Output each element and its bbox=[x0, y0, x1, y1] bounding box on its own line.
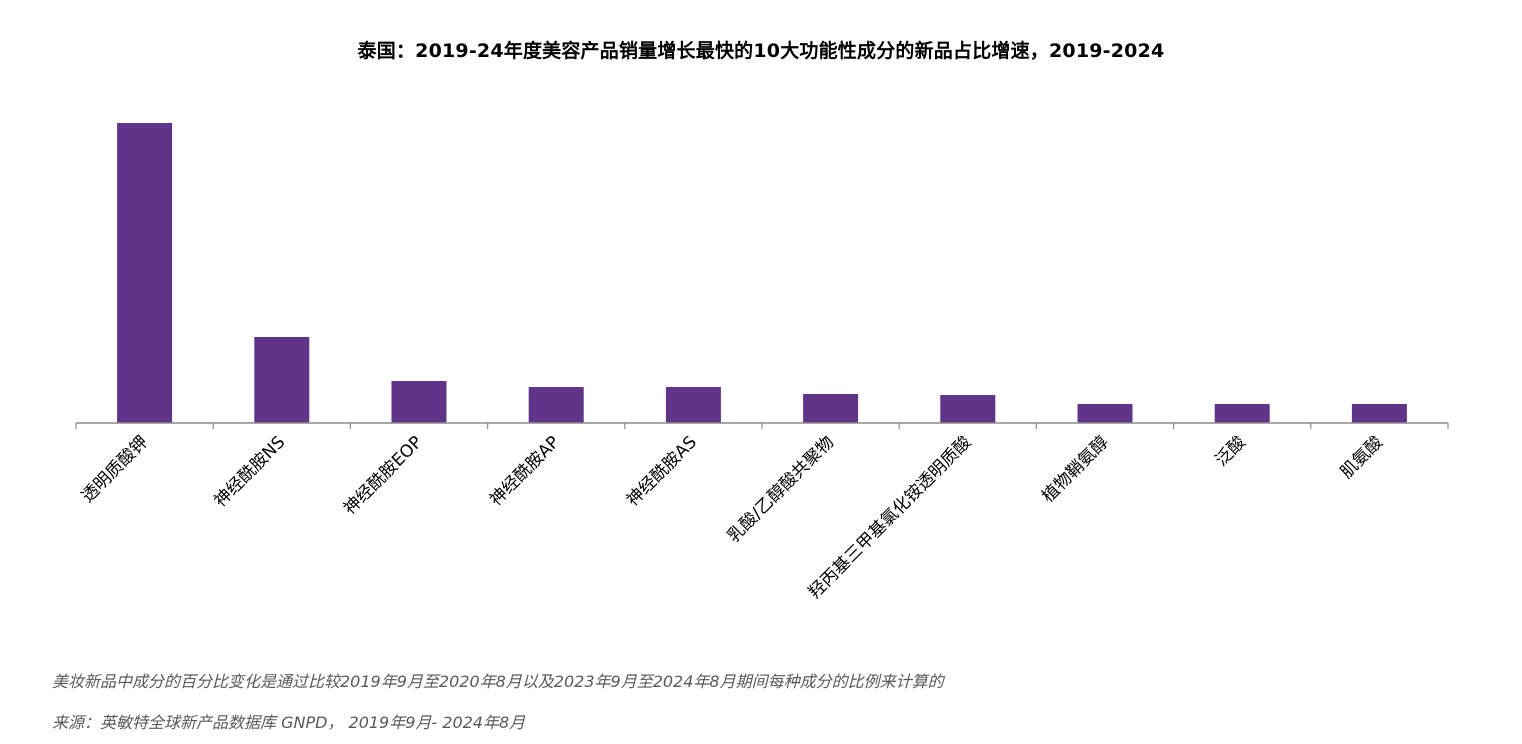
bar-10 bbox=[1351, 404, 1407, 423]
x-tick-labels: 透明质酸钾 神经酰胺NS 神经酰胺EOP 神经酰胺AP 神经酰胺AS 乳酸/乙醇酸共聚物羟… bbox=[78, 432, 1387, 602]
x-tick-label-4: 神经酰胺AP bbox=[486, 432, 564, 510]
x-tick-label-6: 乳酸/乙醇酸共聚物 bbox=[724, 432, 838, 546]
bars-layer bbox=[117, 123, 1407, 423]
x-tick-label-9: 泛酸 bbox=[1212, 432, 1250, 470]
bar-9 bbox=[1214, 404, 1270, 423]
bar-6 bbox=[803, 394, 859, 423]
x-tick-label-10: 肌氨酸 bbox=[1337, 432, 1387, 482]
source-note: 来源：英敏特全球新产品数据库 GNPD， 2019年9月- 2024年8月 bbox=[52, 713, 526, 732]
x-tick-label-3: 神经酰胺EOP bbox=[340, 432, 427, 519]
bar-7 bbox=[940, 395, 996, 423]
bar-8 bbox=[1077, 404, 1133, 423]
x-tick-label-8: 植物鞘氨醇 bbox=[1038, 432, 1112, 506]
x-tick-label-2: 神经酰胺NS bbox=[210, 432, 289, 511]
x-tick-label-7: 羟丙基三甲基氯化铵透明质酸 bbox=[805, 432, 975, 602]
bar-2 bbox=[254, 337, 310, 423]
x-tick-label-1: 透明质酸钾 bbox=[78, 432, 152, 506]
bar-1 bbox=[117, 123, 173, 423]
methodology-note: 美妆新品中成分的百分比变化是通过比较2019年9月至2020年8月以及2023年… bbox=[52, 672, 944, 691]
bar-5 bbox=[665, 387, 721, 423]
chart-title: 泰国：2019-24年度美容产品销量增长最快的10大功能性成分的新品占比增速，2… bbox=[357, 40, 1165, 62]
bar-3 bbox=[391, 381, 447, 423]
x-axis bbox=[75, 422, 1449, 429]
bar-4 bbox=[528, 387, 584, 423]
x-tick-label-5: 神经酰胺AS bbox=[623, 432, 701, 510]
